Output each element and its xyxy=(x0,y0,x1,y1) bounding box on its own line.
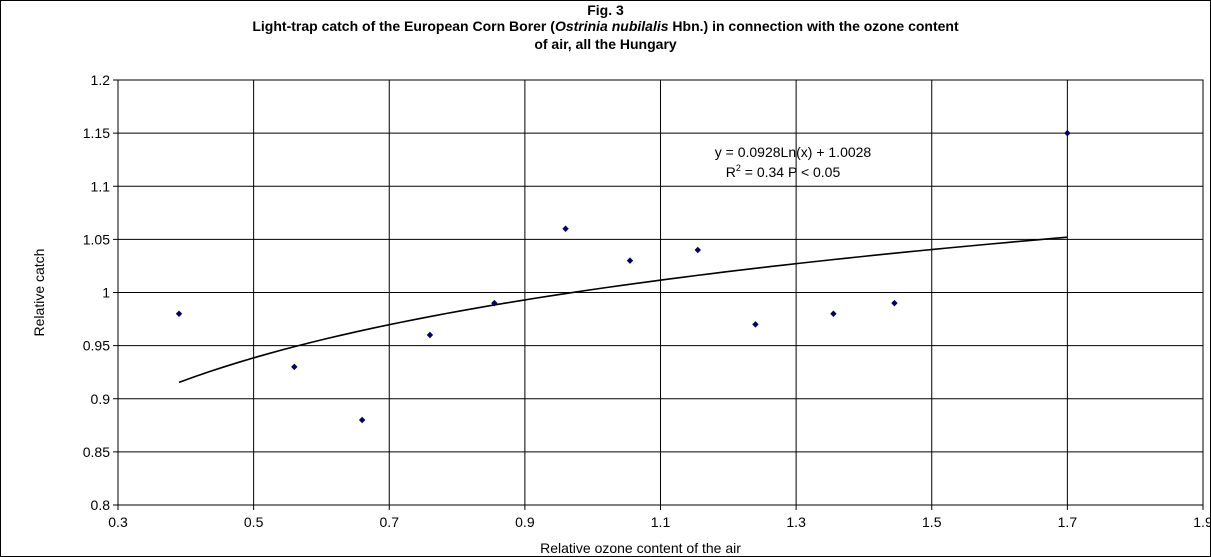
title-part-species: Ostrinia nubilalis xyxy=(554,18,669,34)
y-tick-label: 1.05 xyxy=(83,231,110,247)
y-tick-label: 1.2 xyxy=(91,72,111,88)
x-tick-label: 0.7 xyxy=(380,514,400,530)
figure-label: Fig. 3 xyxy=(587,2,624,18)
x-tick-label: 0.5 xyxy=(244,514,264,530)
grid-lines xyxy=(117,79,1204,506)
x-tick-label: 1.7 xyxy=(1058,514,1078,530)
r2-superscript: 2 xyxy=(736,163,741,173)
data-point-4 xyxy=(426,331,434,339)
data-point-8 xyxy=(694,246,701,254)
y-tick-label: 0.95 xyxy=(83,338,110,354)
r2-label: R xyxy=(726,164,736,180)
data-point-7 xyxy=(626,257,634,264)
y-tick-label: 1 xyxy=(102,285,110,301)
x-tick-label: 1.3 xyxy=(786,514,806,530)
x-tick-label: 0.9 xyxy=(515,514,535,530)
data-point-2 xyxy=(291,363,298,371)
title-part-pre: Light-trap catch of the European Corn Bo… xyxy=(252,18,555,34)
chart-title-line-1: Light-trap catch of the European Corn Bo… xyxy=(0,18,1211,34)
data-point-5 xyxy=(491,299,498,307)
x-tick-label: 1.1 xyxy=(651,514,671,530)
data-point-3 xyxy=(358,416,366,424)
data-point-9 xyxy=(752,321,759,328)
data-point-1 xyxy=(175,310,183,317)
y-tick-label: 1.15 xyxy=(83,125,110,141)
x-tick-label: 1.5 xyxy=(922,514,942,530)
r2-rest: = 0.34 P < 0.05 xyxy=(741,164,841,180)
r-squared-annotation: R2 = 0.34 P < 0.05 xyxy=(726,163,841,180)
y-tick-label: 0.85 xyxy=(83,444,110,460)
x-tick-label: 0.3 xyxy=(108,514,128,530)
y-tick-label: 0.9 xyxy=(91,391,111,407)
trendline xyxy=(178,236,1068,384)
trend-equation: y = 0.0928Ln(x) + 1.0028 xyxy=(715,144,872,160)
data-point-11 xyxy=(891,299,898,307)
x-axis-ticks: 0.3 0.5 0.7 0.9 1.1 1.3 1.5 1.7 1.9 xyxy=(108,505,1211,530)
data-points xyxy=(175,129,1071,424)
chart-title-line-2: of air, all the Hungary xyxy=(534,36,677,52)
x-tick-label: 1.9 xyxy=(1193,514,1211,530)
x-axis-label: Relative ozone content of the air xyxy=(540,540,741,556)
title-part-post: Hbn.) in connection with the ozone conte… xyxy=(668,18,959,34)
y-tick-label: 1.1 xyxy=(91,178,111,194)
y-axis-ticks: 0.8 0.85 0.9 0.95 1 1.05 1.1 1.15 1.2 xyxy=(83,72,118,513)
y-tick-label: 0.8 xyxy=(91,497,111,513)
data-point-12 xyxy=(1064,129,1071,137)
y-axis-label: Relative catch xyxy=(31,249,47,337)
data-point-6 xyxy=(562,225,569,232)
data-point-10 xyxy=(830,310,837,317)
